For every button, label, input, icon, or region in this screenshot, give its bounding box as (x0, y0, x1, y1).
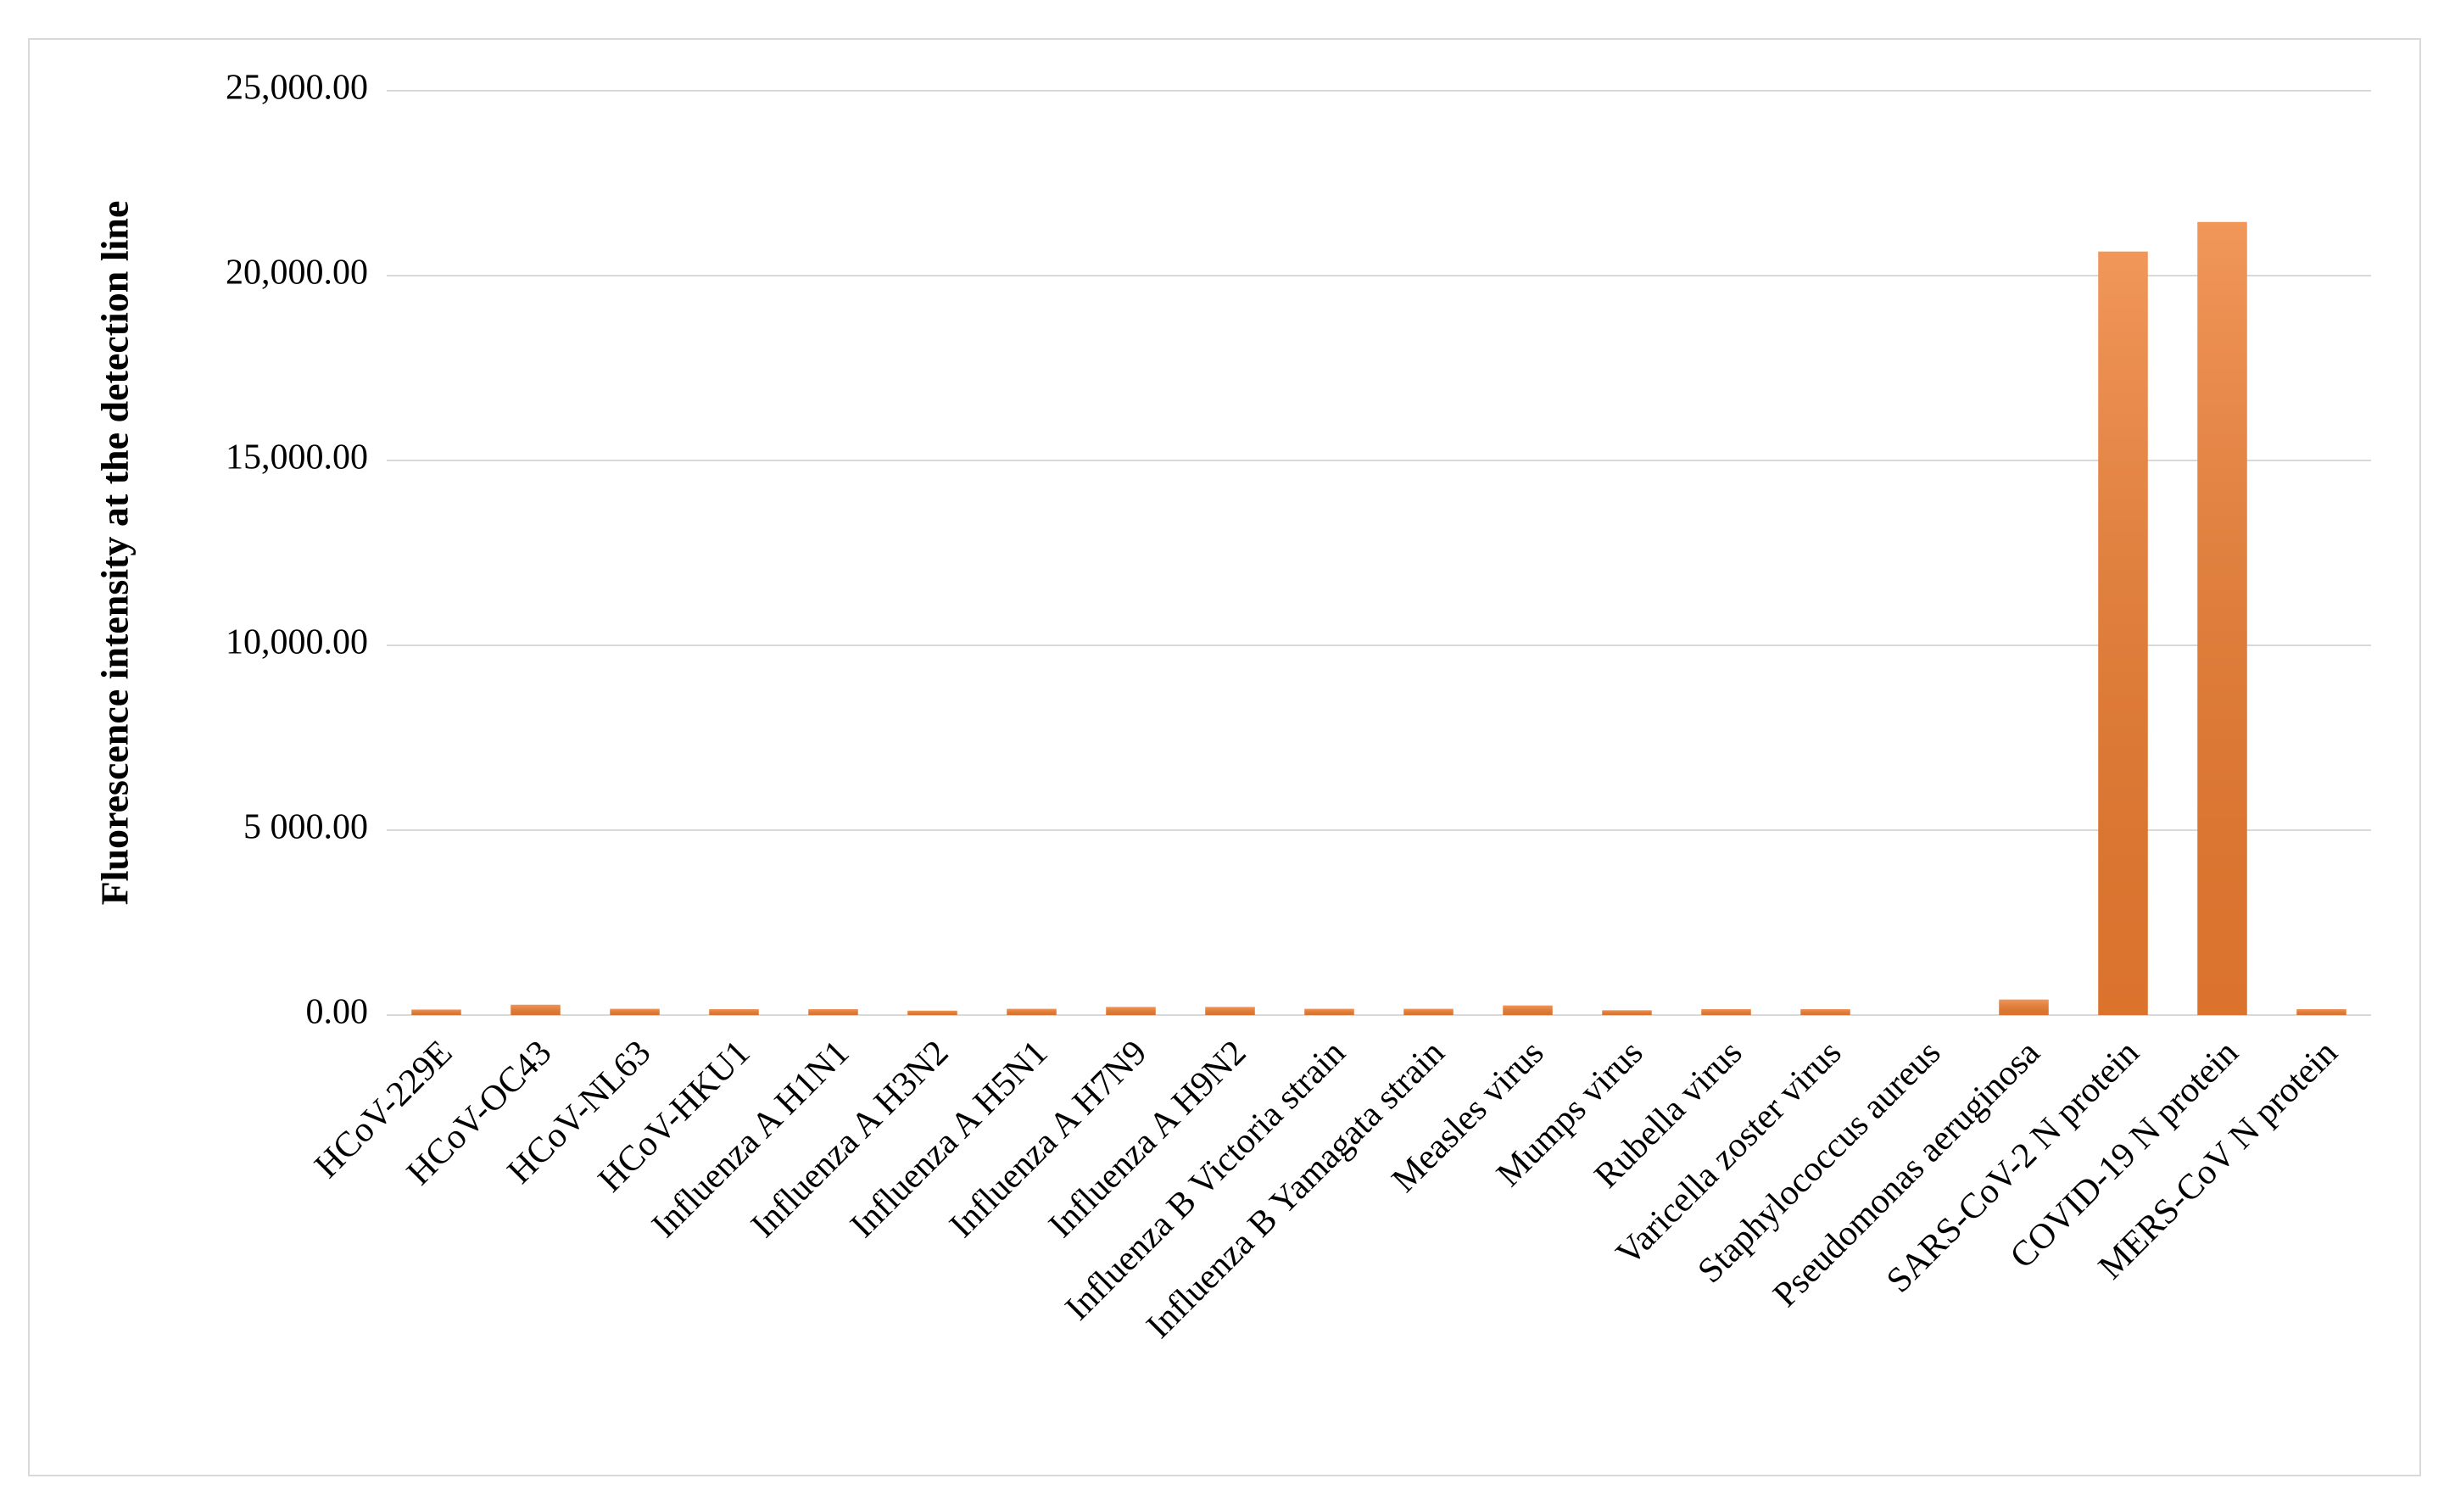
bar-shade (1602, 1010, 1652, 1015)
y-tick-label: 20,000.00 (226, 254, 368, 293)
bar-shade (1007, 1008, 1057, 1015)
y-tick-label: 25,000.00 (226, 69, 368, 108)
bar-shade (1503, 1005, 1553, 1015)
chart-frame (28, 38, 2421, 1476)
bar-shade (2296, 1009, 2346, 1015)
bar-shade (1304, 1008, 1354, 1015)
bar-shade (1701, 1009, 1751, 1015)
bar-shade (610, 1008, 660, 1015)
bar-shade (511, 1004, 561, 1015)
bar-shade (2098, 251, 2148, 1015)
y-tick-label: 10,000.00 (226, 623, 368, 662)
y-tick-label: 0.00 (306, 993, 369, 1032)
bar-shade (1106, 1007, 1156, 1015)
y-tick-label: 5 000.00 (243, 808, 368, 847)
bar-shade (1999, 999, 2049, 1015)
y-axis-title: Fluorescence intensity at the detection … (93, 201, 137, 906)
bar-shade (1205, 1007, 1255, 1015)
bar-shade (411, 1009, 461, 1015)
bar-shade (808, 1009, 858, 1015)
y-tick-label: 15,000.00 (226, 438, 368, 477)
bar-shade (1403, 1008, 1454, 1015)
bar-shade (907, 1010, 957, 1015)
bar-shade (2197, 221, 2247, 1015)
bar-shade (709, 1009, 759, 1015)
bar-shade (1800, 1009, 1850, 1015)
